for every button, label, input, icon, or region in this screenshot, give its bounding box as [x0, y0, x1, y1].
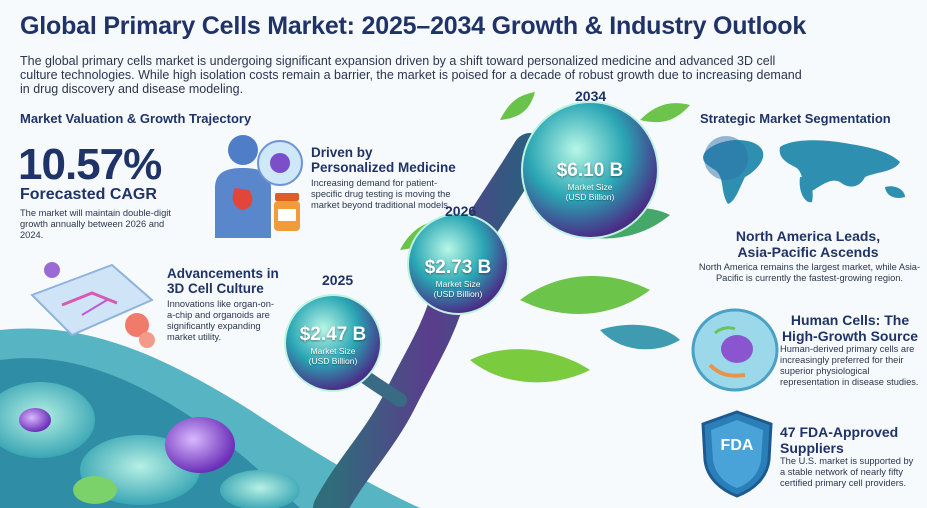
cagr-description: The market will maintain double-digit gr…: [20, 208, 171, 240]
bubble-2026-value: $2.73 B: [424, 257, 492, 278]
world-map-icon: [703, 136, 905, 204]
year-label-2034: 2034: [575, 88, 607, 104]
valuation-heading: Market Valuation & Growth Trajectory: [20, 111, 252, 126]
bubble-2034-sub2: (USD Billion): [565, 192, 615, 202]
personalized-title-line1: Driven by: [311, 145, 373, 160]
human-cells-title-line2: High-Growth Source: [781, 328, 919, 344]
bubble-2034-value: $6.10 B: [556, 160, 624, 181]
bubble-2025-sub1: Market Size: [310, 346, 356, 356]
region-title-line2: Asia-Pacific Ascends: [737, 244, 879, 260]
page-title: Global Primary Cells Market: 2025–2034 G…: [20, 12, 807, 40]
culture3d-text: Innovations like organ-on-a-chip and org…: [167, 299, 274, 342]
human-cells-text: Human-derived primary cells are increasi…: [780, 344, 919, 387]
fda-badge-text: FDA: [720, 437, 754, 454]
fda-text: The U.S. market is supported by a stable…: [780, 456, 914, 488]
segmentation-heading: Strategic Market Segmentation: [700, 111, 891, 126]
human-body-icon: [215, 135, 303, 238]
year-label-2025: 2025: [322, 272, 354, 288]
personalized-title-line2: Personalized Medicine: [311, 160, 456, 175]
year-label-2026: 2026: [445, 203, 477, 219]
region-text: North America remains the largest market…: [698, 262, 921, 283]
pill-bottle-icon: [274, 193, 300, 231]
intro-paragraph: The global primary cells market is under…: [20, 54, 802, 96]
bubble-2034-sub1: Market Size: [567, 182, 613, 192]
culture3d-title: Advancements in 3D Cell Culture: [167, 266, 297, 296]
organ-on-chip-icon: [30, 262, 155, 348]
region-title-line1: North America Leads,: [735, 228, 881, 244]
fda-title-line2: Suppliers: [780, 440, 844, 456]
personalized-title: Driven by Personalized Medicine: [311, 145, 471, 175]
fda-shield-icon: [701, 410, 773, 498]
bubble-2025: $2.47 B Market Size (USD Billion): [285, 324, 381, 366]
human-cells-title: Human Cells: The High-Growth Source: [780, 312, 920, 344]
culture3d-title-line1: Advancements in: [167, 266, 279, 281]
bubble-2025-sub2: (USD Billion): [308, 356, 358, 366]
region-title: North America Leads, Asia-Pacific Ascend…: [713, 228, 903, 260]
cagr-label: Forecasted CAGR: [20, 186, 157, 203]
bubble-2026-sub2: (USD Billion): [433, 289, 483, 299]
human-cell-icon: [691, 308, 779, 392]
bubble-2034: $6.10 B Market Size (USD Billion): [540, 160, 640, 202]
cagr-value: 10.57%: [18, 140, 162, 189]
fda-title: 47 FDA-Approved Suppliers: [780, 424, 915, 456]
personalized-text: Increasing demand for patient-specific d…: [311, 178, 451, 210]
bubble-2026-sub1: Market Size: [435, 279, 481, 289]
fda-title-line1: 47 FDA-Approved: [780, 424, 899, 440]
bubble-2026: $2.73 B Market Size (USD Billion): [408, 257, 508, 299]
bubble-2025-value: $2.47 B: [299, 324, 367, 345]
human-cells-title-line1: Human Cells: The: [790, 312, 910, 328]
culture3d-title-line2: 3D Cell Culture: [167, 281, 264, 296]
